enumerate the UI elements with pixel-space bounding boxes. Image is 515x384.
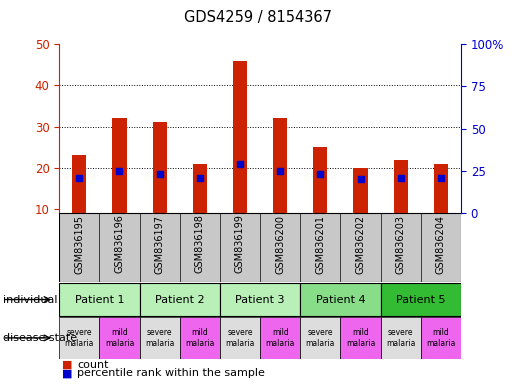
Bar: [313, 147, 328, 213]
Text: GSM836202: GSM836202: [355, 215, 366, 274]
Text: GSM836197: GSM836197: [154, 215, 165, 273]
Text: mild
malaria: mild malaria: [185, 328, 215, 348]
Point: [437, 175, 445, 181]
Point: [75, 175, 83, 181]
Bar: [233, 61, 247, 213]
Text: GSM836203: GSM836203: [396, 215, 406, 273]
Bar: [220, 317, 260, 359]
Point: [316, 171, 324, 177]
Text: ■: ■: [62, 360, 72, 370]
Point: [397, 175, 405, 181]
Text: mild
malaria: mild malaria: [105, 328, 134, 348]
Text: GSM836199: GSM836199: [235, 215, 245, 273]
Bar: [72, 156, 87, 213]
Text: Patient 5: Patient 5: [396, 295, 445, 305]
Text: GSM836195: GSM836195: [74, 215, 84, 273]
Bar: [140, 283, 220, 316]
Text: severe
malaria: severe malaria: [145, 328, 175, 348]
Bar: [180, 317, 220, 359]
Text: severe
malaria: severe malaria: [225, 328, 255, 348]
Bar: [193, 164, 207, 213]
Text: ■: ■: [62, 368, 72, 378]
Bar: [381, 317, 421, 359]
Text: individual: individual: [3, 295, 57, 305]
Bar: [381, 283, 461, 316]
Text: mild
malaria: mild malaria: [265, 328, 295, 348]
Bar: [393, 159, 408, 213]
Text: GSM836204: GSM836204: [436, 215, 446, 273]
Text: GDS4259 / 8154367: GDS4259 / 8154367: [183, 10, 332, 25]
Bar: [152, 122, 167, 213]
Text: severe
malaria: severe malaria: [305, 328, 335, 348]
Bar: [300, 317, 340, 359]
Text: GSM836200: GSM836200: [275, 215, 285, 273]
Point: [356, 176, 365, 182]
Bar: [434, 164, 448, 213]
Bar: [300, 283, 381, 316]
Text: mild
malaria: mild malaria: [346, 328, 375, 348]
Text: mild
malaria: mild malaria: [426, 328, 456, 348]
Point: [276, 168, 284, 174]
Bar: [353, 168, 368, 213]
Point: [236, 161, 244, 167]
Bar: [59, 317, 99, 359]
Bar: [273, 118, 287, 213]
Bar: [260, 317, 300, 359]
Bar: [99, 317, 140, 359]
Point: [156, 171, 164, 177]
Text: percentile rank within the sample: percentile rank within the sample: [77, 368, 265, 378]
Point: [196, 175, 204, 181]
Bar: [112, 118, 127, 213]
Text: GSM836196: GSM836196: [114, 215, 125, 273]
Text: count: count: [77, 360, 109, 370]
Text: severe
malaria: severe malaria: [64, 328, 94, 348]
Bar: [421, 317, 461, 359]
Text: GSM836198: GSM836198: [195, 215, 205, 273]
Text: severe
malaria: severe malaria: [386, 328, 416, 348]
Bar: [220, 283, 300, 316]
Bar: [340, 317, 381, 359]
Text: Patient 4: Patient 4: [316, 295, 365, 305]
Text: GSM836201: GSM836201: [315, 215, 325, 273]
Text: Patient 1: Patient 1: [75, 295, 124, 305]
Text: Patient 2: Patient 2: [155, 295, 204, 305]
Text: disease state: disease state: [3, 333, 77, 343]
Point: [115, 168, 124, 174]
Bar: [59, 283, 140, 316]
Bar: [140, 317, 180, 359]
Text: Patient 3: Patient 3: [235, 295, 285, 305]
